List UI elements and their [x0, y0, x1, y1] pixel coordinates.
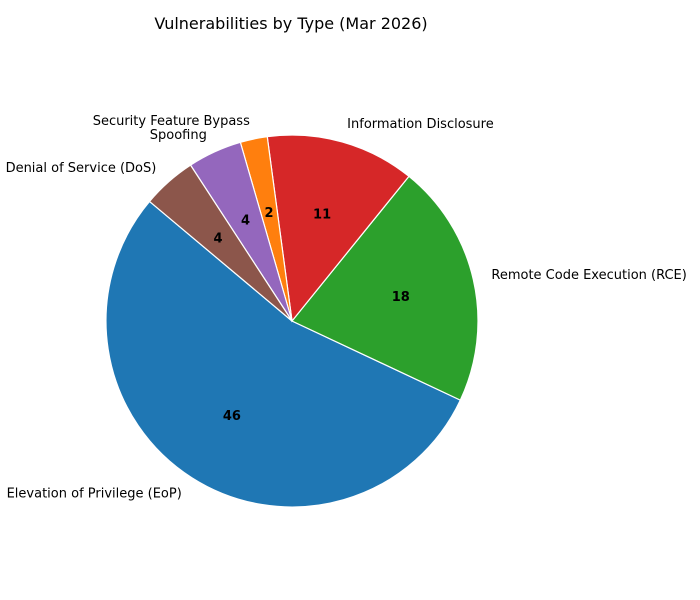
slice-label: Information Disclosure: [347, 117, 494, 132]
slice-value-label: 4: [241, 214, 250, 229]
pie-slice: [105, 200, 462, 508]
slice-value-label: 4: [213, 231, 222, 246]
pie-slices: [105, 134, 479, 508]
pie-slice: [266, 134, 410, 323]
pie-labels: Elevation of Privilege (EoP) 46 Remote Cod…: [6, 114, 687, 502]
pie-slice: [291, 175, 479, 401]
pie-slice: [148, 164, 293, 322]
chart-title: Vulnerabilities by Type (Mar 2026): [154, 14, 427, 33]
slice-value-label: 46: [223, 409, 241, 424]
slice-value-label: 11: [313, 208, 331, 223]
slice-label: Denial of Service (DoS): [6, 161, 157, 176]
slice-label: Spoofing: [150, 128, 207, 143]
slice-value-label: 2: [264, 206, 273, 221]
slice-value-label: 18: [392, 290, 410, 305]
slice-label: Remote Code Execution (RCE): [491, 268, 686, 283]
slice-label: Elevation of Privilege (EoP): [7, 486, 182, 501]
slice-label: Security Feature Bypass: [93, 114, 250, 129]
